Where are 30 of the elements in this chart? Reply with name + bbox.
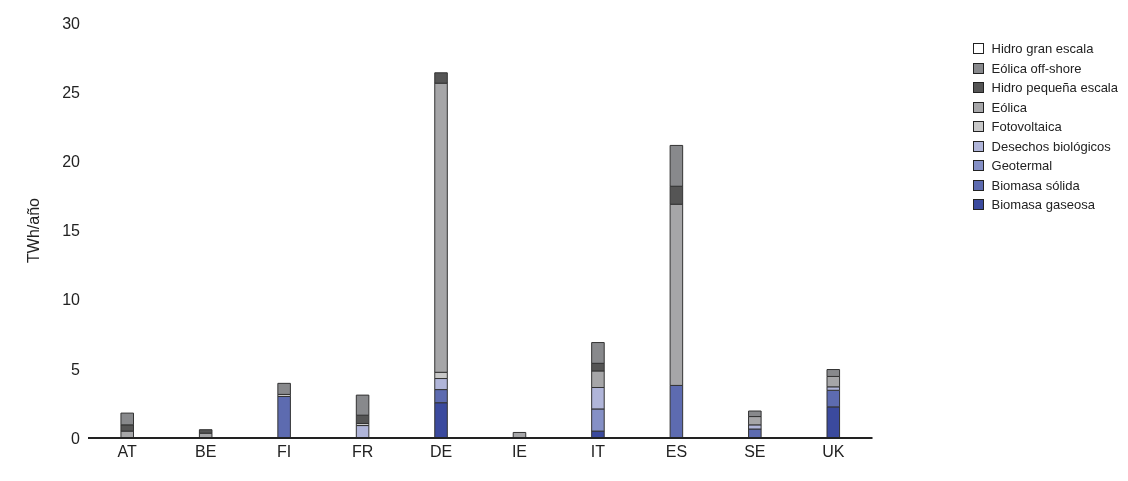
bar bbox=[277, 382, 291, 395]
bar bbox=[198, 429, 213, 434]
legend-label: Hidro pequeña escala bbox=[991, 79, 1118, 97]
x-tick-label: ES bbox=[665, 443, 688, 461]
y-tick-label: 10 bbox=[62, 291, 81, 309]
legend-label: Biomasa gaseosa bbox=[991, 196, 1095, 214]
y-tick-label: 20 bbox=[62, 153, 81, 171]
y-tick-label: 30 bbox=[62, 14, 81, 32]
x-tick-label: DE bbox=[429, 443, 453, 461]
bar bbox=[277, 396, 291, 438]
x-tick-label: FI bbox=[277, 443, 292, 461]
y-tick-label: 5 bbox=[71, 360, 81, 378]
x-tick-label: IE bbox=[511, 443, 528, 461]
legend-label: Geotermal bbox=[991, 157, 1053, 175]
x-tick-label: AT bbox=[117, 443, 138, 461]
y-tick-label: 25 bbox=[62, 83, 81, 101]
y-axis-title: TWh/año bbox=[24, 197, 42, 263]
legend-label: Eólica off-shore bbox=[991, 59, 1082, 78]
x-tick-label: SE bbox=[744, 443, 766, 461]
legend-label: Fotovoltaica bbox=[991, 118, 1062, 136]
x-tick-label: IT bbox=[590, 443, 606, 461]
y-tick-label: 15 bbox=[62, 222, 81, 240]
legend-label: Biomasa sólida bbox=[991, 176, 1080, 195]
legend-label: Desechos biológicos bbox=[991, 137, 1111, 156]
y-tick-label: 0 bbox=[71, 429, 81, 447]
x-tick-label: UK bbox=[822, 443, 845, 461]
legend-label: Eólica bbox=[991, 98, 1027, 117]
legend-label: Hidro gran escala bbox=[991, 40, 1094, 58]
x-tick-label: FR bbox=[351, 443, 374, 461]
x-tick-label: BE bbox=[195, 443, 217, 461]
